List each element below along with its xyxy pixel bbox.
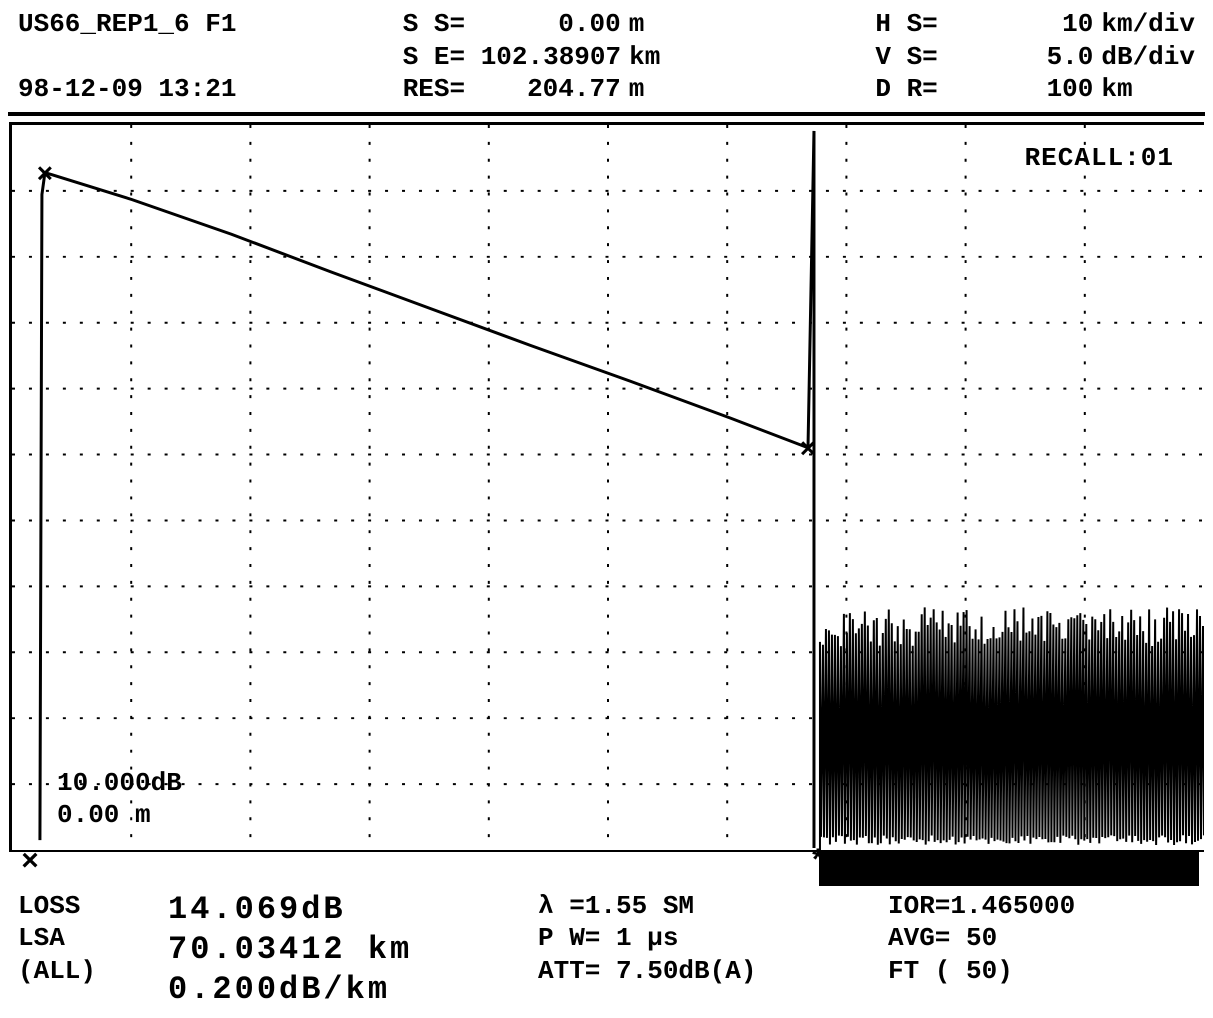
footer-value: 0.200dB/km — [168, 970, 498, 1010]
param-unit: dB/div — [1101, 41, 1195, 74]
footer-labels: LOSSLSA(ALL) — [18, 890, 128, 1010]
footer-params-a: λ =1.55 SMP W= 1 µsATT= 7.50dB(A) — [538, 890, 848, 1010]
param-unit: m — [629, 8, 709, 41]
header-left: US66_REP1_6 F1 98-12-09 13:21 — [18, 8, 236, 106]
footer-block: LOSSLSA(ALL) 14.069dB70.03412 km0.200dB/… — [8, 886, 1205, 1010]
param-row: H S=10km/div — [875, 8, 1195, 41]
param-row: V S=5.0dB/div — [875, 41, 1195, 74]
param-label: S E= — [403, 41, 473, 74]
footer-param: ATT= 7.50dB(A) — [538, 955, 848, 988]
svg-text:×: × — [37, 160, 54, 191]
param-row: S E=102.38907km — [403, 41, 709, 74]
header-mid: S S=0.00mS E=102.38907kmRES=204.77m — [403, 8, 709, 106]
recall-label: RECALL:01 — [1025, 143, 1174, 173]
param-label: RES= — [403, 73, 473, 106]
cursor-readout: 10.000dB 0.00 m — [57, 767, 182, 832]
param-row: S S=0.00m — [403, 8, 709, 41]
param-value: 102.38907 — [481, 41, 621, 74]
footer-label: LSA — [18, 922, 128, 955]
param-unit: km — [1101, 73, 1181, 106]
param-unit: km — [629, 41, 709, 74]
param-value: 0.00 — [481, 8, 621, 41]
param-value: 100 — [953, 73, 1093, 106]
footer-param: FT ( 50) — [888, 955, 1075, 988]
header-block: US66_REP1_6 F1 98-12-09 13:21 S S=0.00mS… — [8, 8, 1205, 110]
footer-values: 14.069dB70.03412 km0.200dB/km — [168, 890, 498, 1010]
param-label: H S= — [875, 8, 945, 41]
param-label: V S= — [875, 41, 945, 74]
footer-value: 70.03412 km — [168, 930, 498, 970]
footer-params-b: IOR=1.465000AVG= 50FT ( 50) — [888, 890, 1075, 1010]
marker-row: × * — [9, 852, 1204, 886]
svg-text:×: × — [800, 435, 817, 466]
cursor-dist: 0.00 m — [57, 799, 182, 832]
param-value: 5.0 — [953, 41, 1093, 74]
param-row: D R=100km — [875, 73, 1195, 106]
footer-param: λ =1.55 SM — [538, 890, 848, 923]
param-label: D R= — [875, 73, 945, 106]
header-rule — [8, 112, 1205, 116]
footer-label: (ALL) — [18, 955, 128, 988]
file-id: US66_REP1_6 F1 — [18, 8, 236, 41]
cursor-db: 10.000dB — [57, 767, 182, 800]
param-value: 10 — [953, 8, 1093, 41]
footer-param: IOR=1.465000 — [888, 890, 1075, 923]
param-value: 204.77 — [481, 73, 621, 106]
header-right: H S=10km/divV S=5.0dB/divD R=100km — [875, 8, 1195, 106]
otdr-chart: ×× RECALL:01 10.000dB 0.00 m — [9, 122, 1204, 852]
param-unit: km/div — [1101, 8, 1195, 41]
param-row: RES=204.77m — [403, 73, 709, 106]
footer-label: LOSS — [18, 890, 128, 923]
param-unit: m — [629, 73, 709, 106]
inverted-readout — [819, 852, 1199, 886]
footer-value: 14.069dB — [168, 890, 498, 930]
timestamp: 98-12-09 13:21 — [18, 73, 236, 106]
chart-svg: ×× — [12, 125, 1204, 850]
param-label: S S= — [403, 8, 473, 41]
marker-x-icon: × — [21, 846, 39, 880]
footer-param: P W= 1 µs — [538, 922, 848, 955]
footer-param: AVG= 50 — [888, 922, 1075, 955]
